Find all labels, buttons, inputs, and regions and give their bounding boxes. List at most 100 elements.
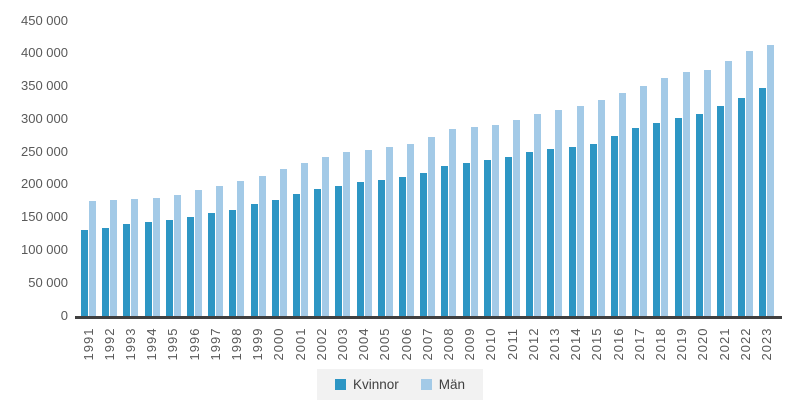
x-tick-label-2018: 2018 xyxy=(652,327,668,361)
x-tick-label-1998: 1998 xyxy=(228,327,244,361)
bar-man-2002 xyxy=(322,156,330,316)
bar-kvinnor-2022 xyxy=(738,97,746,316)
x-tick-label-1994: 1994 xyxy=(144,327,160,361)
bar-kvinnor-1991 xyxy=(81,230,88,316)
bar-kvinnor-2008 xyxy=(441,166,449,316)
bar-man-2022 xyxy=(746,51,754,316)
bar-man-2009 xyxy=(470,127,478,316)
bar-man-1998 xyxy=(237,181,245,316)
bar-kvinnor-2021 xyxy=(717,106,724,316)
x-tick-label-2011: 2011 xyxy=(504,328,520,360)
y-tick-label-2: 100 000 xyxy=(21,241,68,257)
bar-kvinnor-2013 xyxy=(547,149,555,316)
x-tick-label-1992: 1992 xyxy=(101,327,117,361)
bar-man-2006 xyxy=(407,143,414,316)
bar-kvinnor-2003 xyxy=(335,185,343,316)
bar-kvinnor-1998 xyxy=(229,210,237,316)
legend-box: Kvinnor Män xyxy=(316,369,484,400)
bar-kvinnor-2009 xyxy=(462,162,470,316)
bar-kvinnor-2001 xyxy=(293,193,300,316)
bar-kvinnor-1995 xyxy=(165,219,173,316)
bar-kvinnor-2011 xyxy=(505,156,512,316)
bar-kvinnor-1992 xyxy=(102,227,110,316)
bar-man-1997 xyxy=(216,186,224,316)
x-tick-label-2015: 2015 xyxy=(589,327,605,361)
bar-kvinnor-2015 xyxy=(589,143,597,316)
x-tick-label-2003: 2003 xyxy=(334,327,350,361)
bar-man-1996 xyxy=(195,190,202,316)
bar-man-2021 xyxy=(725,61,732,316)
bar-man-2001 xyxy=(301,163,308,316)
bar-kvinnor-2004 xyxy=(356,182,364,316)
bar-kvinnor-2023 xyxy=(759,88,767,316)
bar-kvinnor-1999 xyxy=(250,204,258,316)
y-tick-label-6: 300 000 xyxy=(21,110,68,126)
y-tick-label-9: 450 000 xyxy=(21,12,68,28)
x-tick-label-2017: 2017 xyxy=(631,327,647,361)
bar-man-2013 xyxy=(555,110,563,316)
bar-man-2019 xyxy=(682,72,690,316)
bar-kvinnor-2014 xyxy=(568,147,576,316)
y-tick-label-3: 150 000 xyxy=(21,209,68,225)
x-axis-line xyxy=(75,315,782,319)
bar-kvinnor-2005 xyxy=(377,179,385,316)
x-tick-label-2004: 2004 xyxy=(356,327,372,361)
legend-label-man: Män xyxy=(438,377,466,392)
bar-man-2023 xyxy=(767,45,775,316)
bars-layer xyxy=(0,21,800,316)
bar-kvinnor-2007 xyxy=(420,172,428,316)
bar-kvinnor-2002 xyxy=(314,189,322,316)
x-tick-label-2002: 2002 xyxy=(313,327,329,361)
bar-man-2012 xyxy=(534,114,542,316)
legend-swatch-man-icon xyxy=(420,379,432,390)
y-tick-label-0: 0 xyxy=(60,307,68,323)
bar-kvinnor-1997 xyxy=(208,213,216,316)
bar-man-1995 xyxy=(173,194,181,316)
y-axis: 0 50 000 100 000 150 000 200 000 250 000 300 0… xyxy=(0,0,68,413)
legend-label-kvinnor: Kvinnor xyxy=(352,377,399,392)
bar-kvinnor-2012 xyxy=(526,152,534,316)
x-tick-label-1993: 1993 xyxy=(122,327,138,361)
x-tick-label-2012: 2012 xyxy=(525,327,541,361)
bar-man-1991 xyxy=(89,200,96,316)
x-tick-label-2016: 2016 xyxy=(610,327,626,361)
bar-kvinnor-2010 xyxy=(483,160,491,316)
bar-man-2008 xyxy=(449,128,457,316)
bar-kvinnor-2000 xyxy=(271,199,279,316)
bar-man-2005 xyxy=(385,147,393,316)
x-tick-label-1991: 1991 xyxy=(80,327,96,361)
bar-man-2004 xyxy=(364,149,372,316)
bar-man-1993 xyxy=(131,198,139,316)
x-tick-label-2020: 2020 xyxy=(695,327,711,361)
x-tick-label-2005: 2005 xyxy=(377,327,393,361)
bar-man-2007 xyxy=(428,136,436,316)
bar-kvinnor-2020 xyxy=(695,113,703,316)
x-tick-label-2006: 2006 xyxy=(398,327,414,361)
bar-man-2011 xyxy=(513,119,520,316)
x-tick-label-2008: 2008 xyxy=(440,327,456,361)
legend-item-kvinnor[interactable]: Kvinnor xyxy=(334,377,399,392)
legend-swatch-kvinnor-icon xyxy=(334,379,346,390)
y-tick-label-7: 350 000 xyxy=(21,78,68,94)
x-tick-label-1995: 1995 xyxy=(165,327,181,361)
bar-man-2017 xyxy=(640,86,648,316)
bar-kvinnor-2017 xyxy=(632,128,640,316)
bar-man-1994 xyxy=(152,197,160,316)
bar-kvinnor-2016 xyxy=(611,135,618,316)
bar-kvinnor-2018 xyxy=(653,122,661,316)
y-tick-label-5: 250 000 xyxy=(21,143,68,159)
bar-kvinnor-2006 xyxy=(399,176,406,316)
bar-man-1999 xyxy=(258,175,266,316)
bar-kvinnor-1993 xyxy=(123,224,131,316)
bar-man-2020 xyxy=(703,69,711,316)
legend-item-man[interactable]: Män xyxy=(420,377,466,392)
bar-man-2018 xyxy=(661,77,669,316)
x-tick-label-1999: 1999 xyxy=(250,327,266,361)
y-tick-label-4: 200 000 xyxy=(21,176,68,192)
x-tick-label-2014: 2014 xyxy=(568,327,584,361)
bar-kvinnor-1996 xyxy=(187,216,194,316)
x-tick-label-2019: 2019 xyxy=(674,327,690,361)
x-tick-label-2010: 2010 xyxy=(483,327,499,361)
bar-man-2000 xyxy=(279,168,287,316)
